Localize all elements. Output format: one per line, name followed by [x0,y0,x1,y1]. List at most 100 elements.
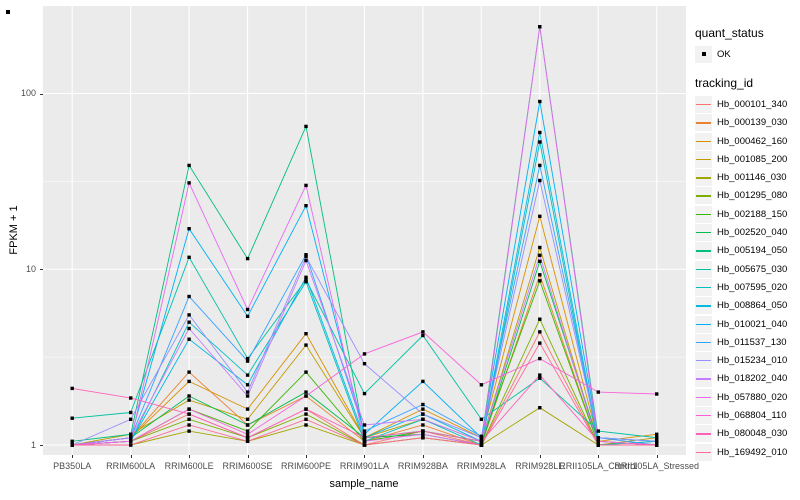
line-key-icon [695,388,712,406]
x-tick-mark [656,455,658,458]
x-tick-label: RRIM928LA [456,461,506,471]
legend-item-label: Hb_015234_010 [717,355,788,367]
y-tick-mark [40,93,43,95]
line-key-icon [695,187,712,205]
x-tick-mark [72,455,74,458]
line-key-icon [695,169,712,187]
legend-item-label: Hb_057880_020 [717,391,788,403]
legend-item-label: OK [717,48,731,60]
y-tick-mark [40,445,43,446]
x-tick-mark [130,455,132,458]
legend-item[interactable]: Hb_068804_110 [695,406,799,424]
legend-item-label: Hb_000462_160 [717,135,788,147]
x-tick-label: RRIM901LA [339,461,389,471]
legend-item[interactable]: Hb_005194_050 [695,242,799,260]
line-key-icon [695,370,712,388]
y-tick-label: 100 [20,88,36,98]
legend-item[interactable]: Hb_007595_020 [695,278,799,296]
legend-item-label: Hb_005194_050 [717,245,788,257]
legend-item[interactable]: Hb_008864_050 [695,297,799,315]
legend-title-tracking-id: tracking_id [695,76,754,91]
legend-item-label: Hb_001146_030 [717,172,787,184]
line-key-icon [695,132,712,150]
legend-item[interactable]: Hb_005675_030 [695,260,799,278]
plot-panel [43,6,686,455]
x-tick-mark [598,455,600,458]
legend-item-label: Hb_000101_340 [717,98,788,110]
x-tick-mark [481,455,483,458]
legend-item[interactable]: Hb_015234_010 [695,351,799,370]
legend-item[interactable]: Hb_000139_030 [695,114,799,132]
y-tick-label: 10 [25,263,36,274]
legend-item[interactable]: Hb_002520_040 [695,223,799,242]
line-key-icon [695,242,712,260]
legend-item[interactable]: Hb_018202_040 [695,370,799,388]
legend-item-label: Hb_001085_200 [717,153,788,165]
line-key-icon [695,333,712,351]
point-key-icon [695,45,712,63]
line-key-icon [695,224,712,242]
x-axis-title: sample_name [329,478,399,490]
y-tick-mark [40,269,43,271]
legend-items: Hb_000101_340 Hb_000139_030 Hb_000462_160 H… [695,95,799,461]
legend-item[interactable]: Hb_169492_010 [695,443,799,461]
legend-item-label: Hb_002188_150 [717,208,788,220]
y-tick-label: 1 [30,439,36,450]
line-key-icon [695,114,712,132]
stray-point [6,10,10,14]
legend-item-label: Hb_000139_030 [717,117,788,129]
legend-item-label: Hb_008864_050 [717,300,788,312]
line-key-icon [695,278,712,296]
x-tick-mark [422,455,424,458]
legend-item-label: Hb_018202_040 [717,373,788,385]
legend-item-label: Hb_002520_040 [717,227,788,239]
x-tick-label: RRIM600LA [106,461,156,471]
legend-item-label: Hb_068804_110 [717,409,787,421]
x-tick-label: RRIM928BA [397,461,448,471]
legend-item[interactable]: Hb_001295_080 [695,187,799,205]
legend-item-label: Hb_080048_030 [717,428,788,440]
line-key-icon [695,315,712,333]
legend-item-label: Hb_007595_020 [717,281,788,293]
legend-item[interactable]: Hb_002188_150 [695,205,799,223]
x-tick-mark [247,455,249,458]
legend-item-label: Hb_011537_130 [717,336,787,348]
line-key-icon [695,425,712,443]
x-tick-label: RRIM928LE [515,461,565,471]
legend-item-label: Hb_010021_040 [717,318,788,330]
x-tick-mark [306,455,307,458]
legend-item[interactable]: Hb_000101_340 [695,95,799,113]
legend-item[interactable]: Hb_080048_030 [695,425,799,443]
x-tick-label: RRIM600LE [164,461,214,471]
legend-item-ok[interactable]: OK [695,45,799,63]
line-key-icon [695,205,712,223]
line-key-icon [695,297,712,315]
legend-item-label: Hb_005675_030 [717,263,788,275]
line-key-icon [695,352,712,370]
legend: quant_status OK tracking_id Hb_000101_34… [695,26,799,461]
x-tick-label: PB350LA [53,461,92,471]
x-tick-mark [364,455,366,458]
legend-item[interactable]: Hb_001085_200 [695,150,799,168]
x-tick-label: RRII105LA_Control [559,461,638,471]
legend-item[interactable]: Hb_001146_030 [695,168,799,187]
x-tick-mark [189,455,191,458]
line-key-icon [695,260,712,278]
x-tick-label: RRII105LA_Stressed [614,461,699,471]
chart-svg [43,6,686,455]
x-tick-mark [539,455,541,458]
line-key-icon [695,443,712,461]
legend-item-label: Hb_169492_010 [717,446,788,458]
legend-item[interactable]: Hb_010021_040 [695,315,799,333]
line-key-icon [695,95,712,113]
line-key-icon [695,150,712,168]
legend-title-quant-status: quant_status [695,26,764,40]
legend-item[interactable]: Hb_000462_160 [695,132,799,150]
x-tick-label: RRIM600PE [280,461,332,471]
legend-item-label: Hb_001295_080 [717,190,788,202]
line-key-icon [695,406,712,424]
x-tick-label: RRIM600SE [222,461,273,471]
legend-item[interactable]: Hb_057880_020 [695,388,799,406]
legend-item[interactable]: Hb_011537_130 [695,333,799,351]
